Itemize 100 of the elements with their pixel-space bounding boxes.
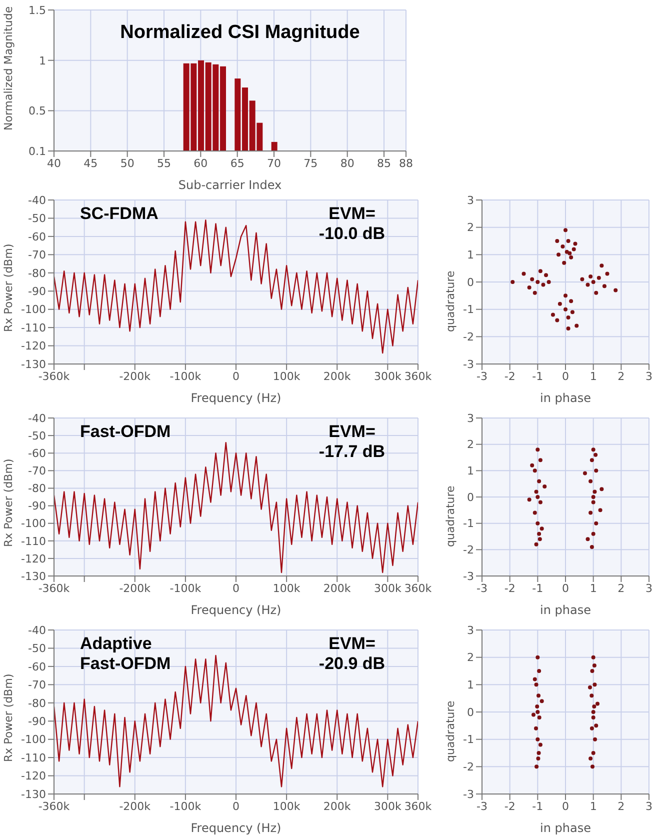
y-tick-label: -110 [21,321,46,334]
point [596,702,600,706]
x-tick-label: -360k [38,800,70,813]
point [542,484,547,488]
point [556,252,561,257]
x-tick-label: -3 [476,800,488,813]
point [536,694,540,698]
point [596,276,601,280]
point [564,307,568,312]
point [538,500,542,504]
point [598,508,602,512]
y-tick-label: 0.1 [28,144,46,158]
text: Normalized CSI Magnitude [119,22,361,44]
x-tick-label: 100k [272,582,301,595]
point [566,239,570,243]
x-tick-label: 2 [618,370,625,383]
point [534,490,538,494]
annotation: EVM= -10.0 dB [318,204,386,244]
point [540,526,544,531]
x-tick-label: 2 [618,800,625,813]
point [590,545,594,550]
x-tick-label: 200k [323,370,352,383]
x-tick-label: 0 [232,582,240,595]
x-tick-label: -3 [476,582,488,595]
y-tick-label: 0 [467,706,474,719]
x-tick-label: 3 [646,582,652,595]
x-tick-label: -2 [504,800,516,813]
y-tick-label: 1 [467,248,474,262]
x-tick-label: 55 [157,156,171,170]
point [600,264,604,268]
point [544,273,548,278]
x-axis-title: Frequency (Hz) [190,821,282,835]
x-tick-label: 360k [404,370,432,383]
x-tick-label: 0 [232,370,240,383]
y-tick-label: -80 [28,696,46,710]
point [532,290,537,295]
annotation: EVM= -17.7 dB [318,422,386,462]
y-tick-label: -40 [28,624,46,637]
point [590,669,594,673]
line-series [54,654,418,788]
x-tick-label: -100k [170,370,202,383]
point [531,712,536,717]
point [537,479,542,484]
y-tick-label: -90 [28,285,46,298]
annotation: Adaptive Fast-OFDM [80,634,171,674]
y-axis-title: Normalized Magnitude [2,6,15,130]
x-tick-label: 100k [272,800,301,813]
point [537,532,542,536]
y-tick-label: -1 [463,733,474,746]
x-tick-label: -1 [532,582,544,595]
point [569,299,574,304]
y-tick-label: -3 [463,358,474,371]
x-tick-label: 3 [646,370,652,383]
line-series [54,442,418,574]
x-tick-label: -2 [504,582,516,595]
x-axis-title: Frequency (Hz) [190,391,282,405]
x-tick-label: 70 [267,156,281,170]
point [592,490,597,494]
y-tick-label: -60 [28,447,46,460]
point [592,704,596,709]
point [562,260,566,265]
y-tick-label: -110 [21,534,46,548]
point [614,288,618,292]
point [534,682,538,687]
point [574,324,579,328]
x-tick-label: 0 [232,800,240,813]
y-tick-label: 2 [467,438,474,452]
point [605,272,610,276]
point [536,448,540,452]
y-tick-label: -120 [21,340,46,353]
point [588,685,592,690]
x-tick-label: 360k [404,582,432,595]
x-tick-label: -1 [532,370,544,383]
point [594,521,598,526]
y-tick-label: -90 [28,500,46,513]
y-tick-label: -110 [21,751,46,764]
x-tick-label: -360k [38,582,70,595]
x-tick-label: 50 [120,156,134,170]
y-tick-label: -130 [21,788,46,801]
y-tick-label: 0 [467,276,474,289]
x-axis-title: in phase [540,821,591,835]
x-tick-label: -360k [38,370,70,383]
point [532,510,537,515]
y-tick-label: 0 [467,490,474,504]
point [538,742,542,747]
point [593,737,598,742]
y-tick-label: -3 [463,570,474,583]
point [594,452,598,457]
point [572,247,576,252]
point [586,282,590,287]
point [555,318,560,322]
point [591,448,596,452]
point [573,242,578,246]
y-axis-title: quadrature [444,270,457,332]
y-axis-title: quadrature [444,485,457,547]
point [566,326,570,330]
point [594,468,598,473]
y-tick-label: -70 [28,248,46,262]
y-tick-label: -50 [28,642,46,656]
x-tick-label: -200k [119,800,152,813]
